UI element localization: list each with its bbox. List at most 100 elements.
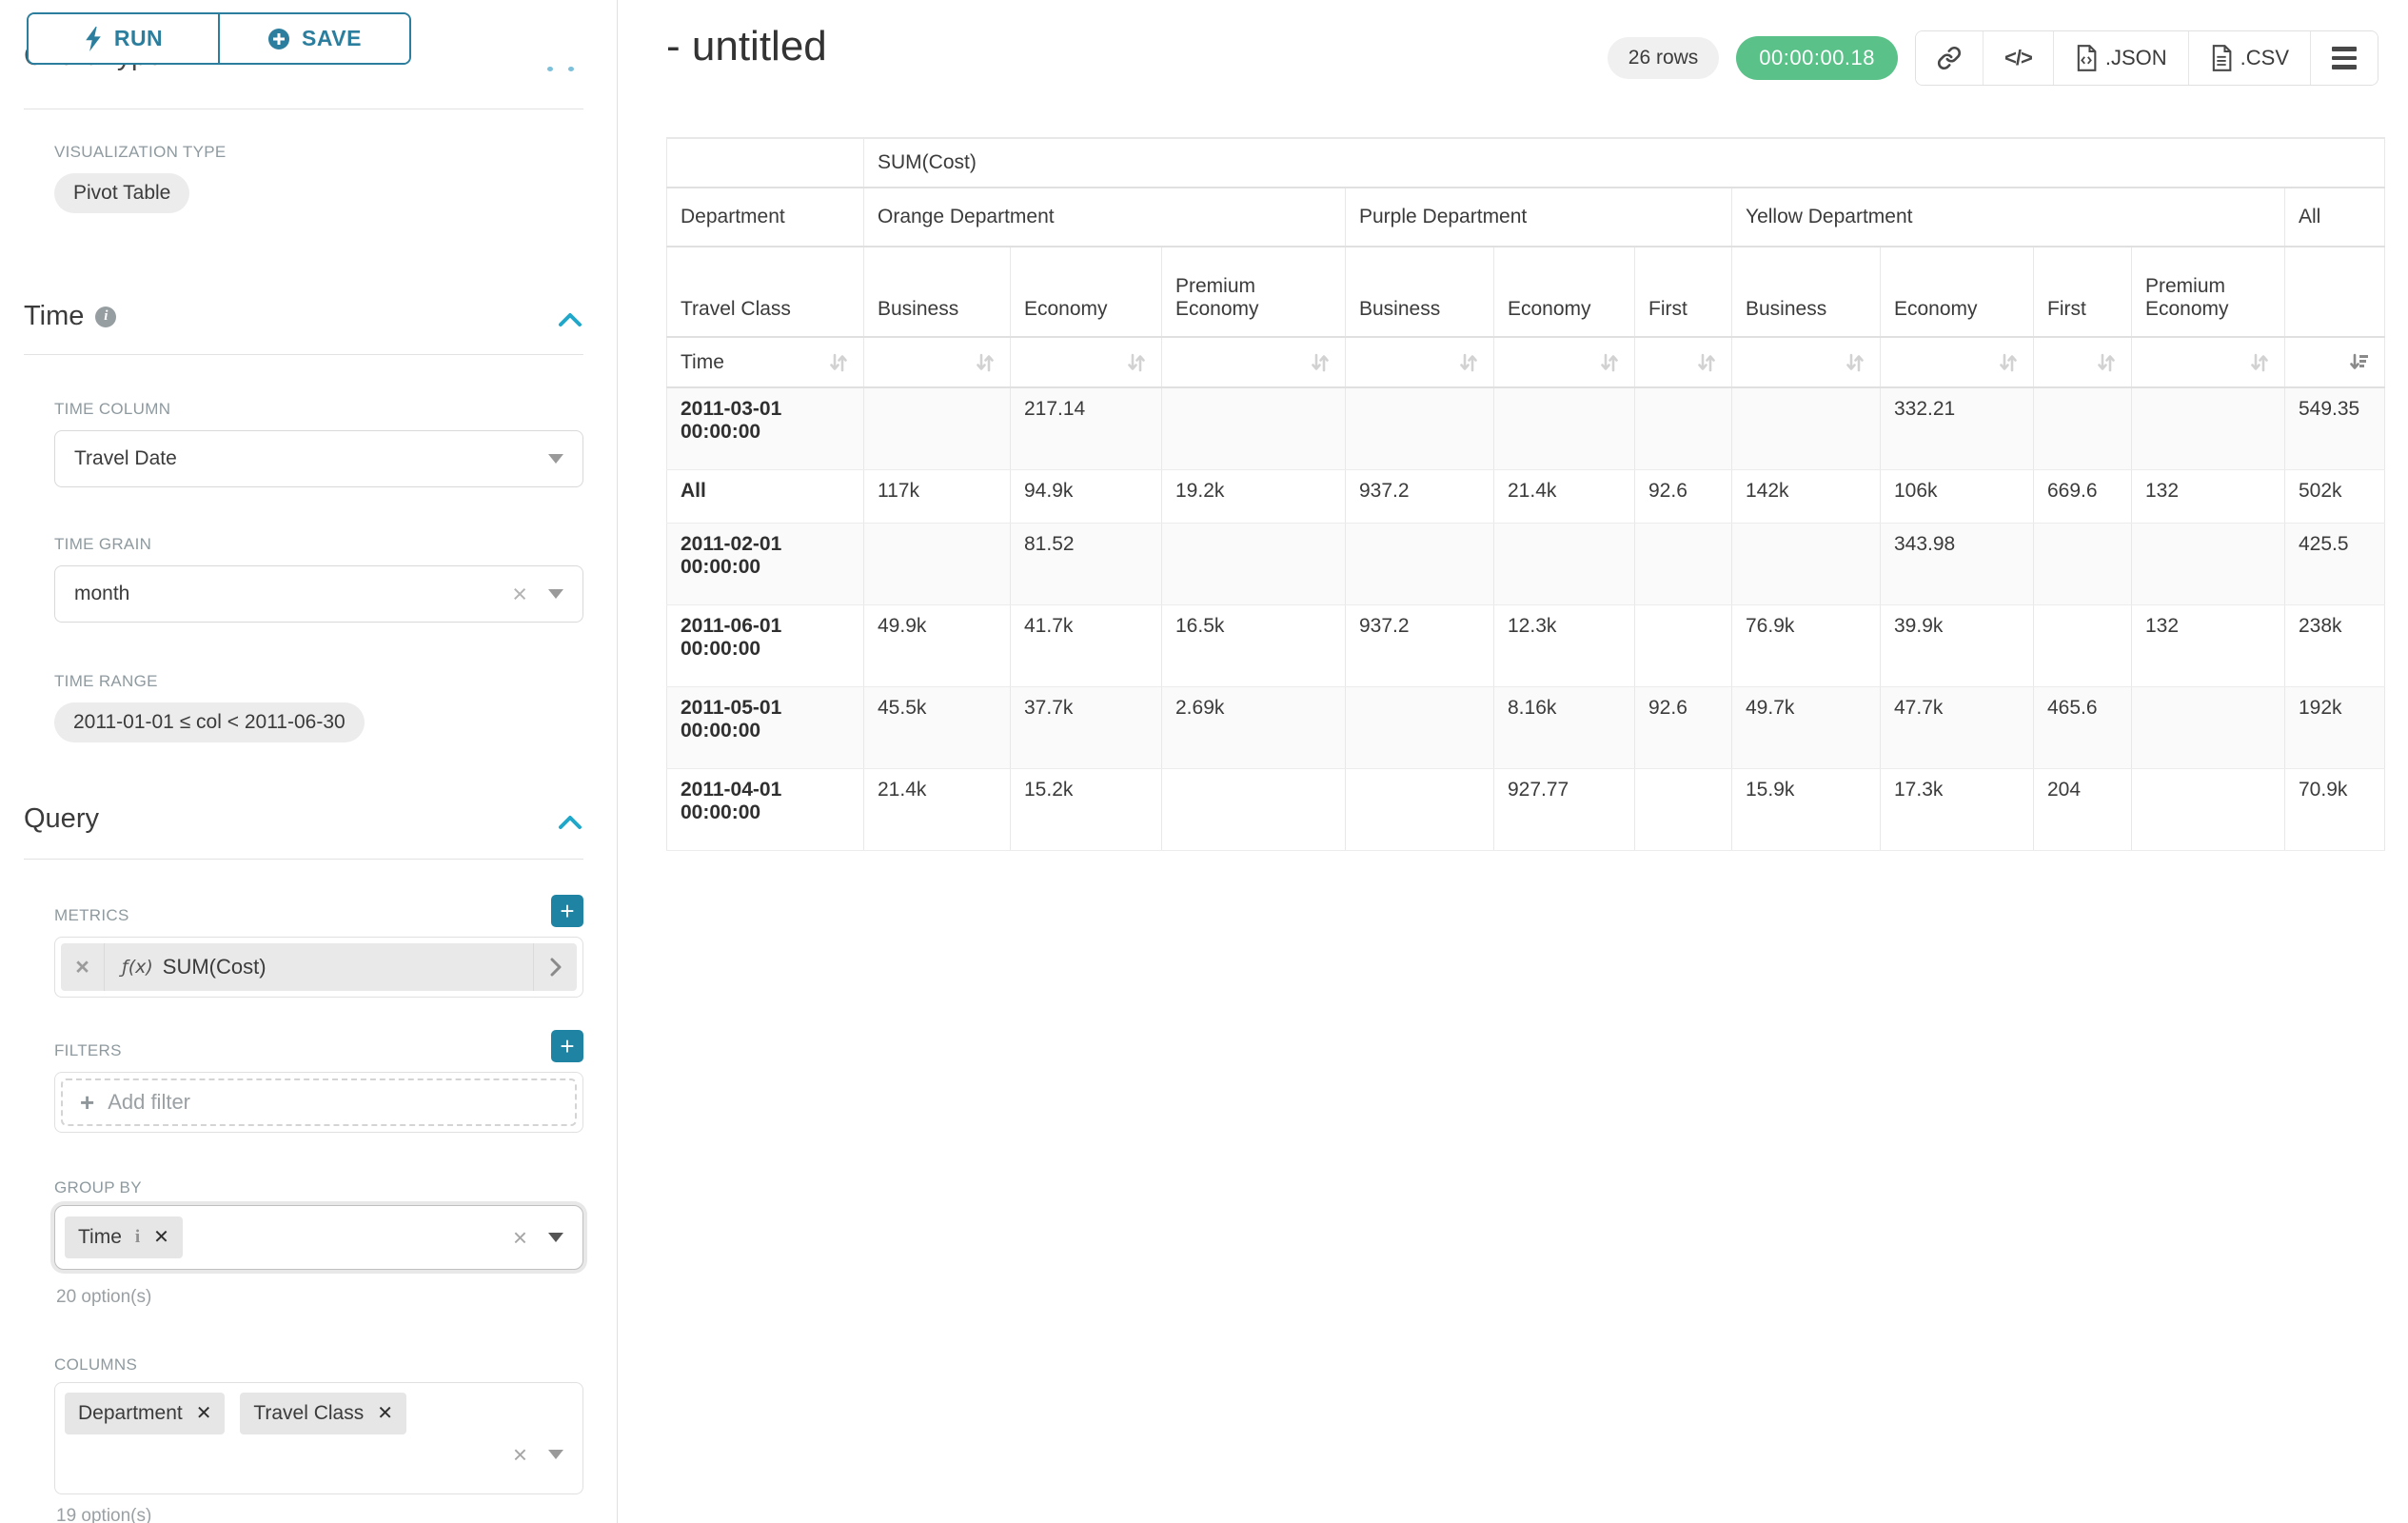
- time-range-pill[interactable]: 2011-01-01 ≤ col < 2011-06-30: [54, 702, 365, 742]
- value-cell: 15.9k: [1732, 768, 1881, 850]
- remove-chip-icon[interactable]: ✕: [377, 1404, 393, 1423]
- value-cell: [1635, 523, 1732, 604]
- travel-class-column-header: Business: [1346, 247, 1494, 337]
- chevron-down-icon: [548, 454, 563, 464]
- department-group-header: Purple Department: [1346, 188, 1732, 247]
- value-cell: [2034, 604, 2132, 686]
- group-by-select[interactable]: Time i ✕ ×: [54, 1205, 583, 1270]
- sort-arrows-icon[interactable]: [1695, 351, 1718, 374]
- columns-select[interactable]: Department ✕ Travel Class ✕ ×: [54, 1382, 583, 1494]
- section-divider: [24, 354, 583, 355]
- metric-header-cell: SUM(Cost): [864, 138, 2385, 188]
- value-cell: 49.9k: [864, 604, 1011, 686]
- collapse-time-section-icon[interactable]: [558, 312, 582, 327]
- sortable-column-header[interactable]: [1162, 337, 1346, 387]
- value-cell: 21.4k: [864, 768, 1011, 850]
- chart-title[interactable]: - untitled: [666, 23, 827, 70]
- edit-metric-chevron-icon[interactable]: [533, 943, 577, 991]
- row-label-cell: 2011-04-01 00:00:00: [667, 768, 864, 850]
- csv-file-icon: [2210, 45, 2233, 71]
- travel-class-column-header: Premium Economy: [1162, 247, 1346, 337]
- filters-container: + Add filter: [54, 1072, 583, 1133]
- sortable-column-header[interactable]: [1011, 337, 1162, 387]
- value-cell: 937.2: [1346, 469, 1494, 523]
- value-cell: [1162, 387, 1346, 469]
- more-menu-button[interactable]: [2310, 31, 2378, 85]
- select-controls: ×: [513, 1225, 563, 1250]
- row-label-cell: 2011-05-01 00:00:00: [667, 686, 864, 768]
- view-query-button[interactable]: </>: [1983, 31, 2053, 85]
- clear-icon[interactable]: ×: [512, 582, 527, 607]
- metric-name: SUM(Cost): [163, 955, 266, 979]
- metric-chip[interactable]: × ƒ(x) SUM(Cost): [61, 943, 577, 991]
- sorted-column-header[interactable]: [2285, 337, 2385, 387]
- value-cell: 425.5: [2285, 523, 2385, 604]
- sort-arrows-icon[interactable]: [827, 351, 850, 374]
- value-cell: 45.5k: [864, 686, 1011, 768]
- sort-arrows-icon[interactable]: [1457, 351, 1480, 374]
- sortable-column-header[interactable]: [864, 337, 1011, 387]
- sort-arrows-icon[interactable]: [2095, 351, 2118, 374]
- value-cell: 92.6: [1635, 469, 1732, 523]
- value-cell: [1732, 523, 1881, 604]
- sort-arrows-icon[interactable]: [2248, 351, 2271, 374]
- value-cell: 70.9k: [2285, 768, 2385, 850]
- sortable-column-header[interactable]: [1346, 337, 1494, 387]
- sortable-column-header[interactable]: [1881, 337, 2034, 387]
- panel-drag-dots[interactable]: [547, 67, 574, 71]
- time-sort-header[interactable]: Time: [667, 337, 864, 387]
- clear-icon[interactable]: ×: [513, 1225, 527, 1250]
- sortable-column-header[interactable]: [2132, 337, 2285, 387]
- sortable-column-header[interactable]: [1732, 337, 1881, 387]
- code-icon: </>: [2004, 46, 2032, 70]
- chevron-down-icon[interactable]: [548, 1450, 563, 1459]
- json-file-icon: [2075, 45, 2098, 71]
- value-cell: 47.7k: [1881, 686, 2034, 768]
- sort-arrows-icon[interactable]: [1844, 351, 1866, 374]
- sortable-column-header[interactable]: [1635, 337, 1732, 387]
- value-cell: 15.2k: [1011, 768, 1162, 850]
- value-cell: 16.5k: [1162, 604, 1346, 686]
- value-cell: 204: [2034, 768, 2132, 850]
- columns-chip-department[interactable]: Department ✕: [65, 1393, 225, 1434]
- share-link-button[interactable]: [1916, 31, 1983, 85]
- remove-metric-icon[interactable]: ×: [61, 943, 105, 991]
- pivot-table: SUM(Cost)DepartmentOrange DepartmentPurp…: [666, 137, 2385, 851]
- sort-arrows-icon[interactable]: [1997, 351, 2020, 374]
- value-cell: [1635, 604, 1732, 686]
- sort-arrows-icon[interactable]: [1125, 351, 1148, 374]
- value-cell: 21.4k: [1494, 469, 1635, 523]
- value-cell: 142k: [1732, 469, 1881, 523]
- remove-chip-icon[interactable]: ✕: [196, 1404, 212, 1423]
- value-cell: 465.6: [2034, 686, 2132, 768]
- table-row: 2011-02-01 00:00:0081.52343.98425.5: [667, 523, 2385, 604]
- export-json-button[interactable]: .JSON: [2053, 31, 2188, 85]
- chevron-down-icon[interactable]: [548, 1233, 563, 1242]
- query-section-title: Query: [24, 803, 99, 835]
- export-csv-button[interactable]: .CSV: [2188, 31, 2310, 85]
- sort-amount-desc-icon[interactable]: [2348, 351, 2371, 374]
- collapse-query-section-icon[interactable]: [558, 815, 582, 830]
- viz-type-pill[interactable]: Pivot Table: [54, 173, 189, 213]
- sort-arrows-icon[interactable]: [974, 351, 997, 374]
- travel-class-column-header: Business: [864, 247, 1011, 337]
- save-button[interactable]: SAVE: [220, 14, 409, 63]
- sortable-column-header[interactable]: [2034, 337, 2132, 387]
- section-divider: [24, 859, 583, 860]
- clear-icon[interactable]: ×: [513, 1442, 527, 1467]
- columns-chip-travel-class[interactable]: Travel Class ✕: [240, 1393, 406, 1434]
- time-column-select[interactable]: Travel Date: [54, 430, 583, 487]
- group-by-chip-time[interactable]: Time i ✕: [65, 1216, 183, 1258]
- value-cell: [1494, 523, 1635, 604]
- add-filter-button[interactable]: + Add filter: [61, 1078, 577, 1126]
- run-button[interactable]: RUN: [29, 14, 218, 63]
- add-filter-plus-button[interactable]: +: [551, 1030, 583, 1062]
- time-grain-select[interactable]: month ×: [54, 565, 583, 623]
- sort-arrows-icon[interactable]: [1309, 351, 1332, 374]
- remove-chip-icon[interactable]: ✕: [153, 1228, 169, 1247]
- sort-arrows-icon[interactable]: [1598, 351, 1621, 374]
- sortable-column-header[interactable]: [1494, 337, 1635, 387]
- add-metric-button[interactable]: +: [551, 895, 583, 927]
- travel-class-column-header: First: [1635, 247, 1732, 337]
- info-icon[interactable]: i: [95, 307, 116, 327]
